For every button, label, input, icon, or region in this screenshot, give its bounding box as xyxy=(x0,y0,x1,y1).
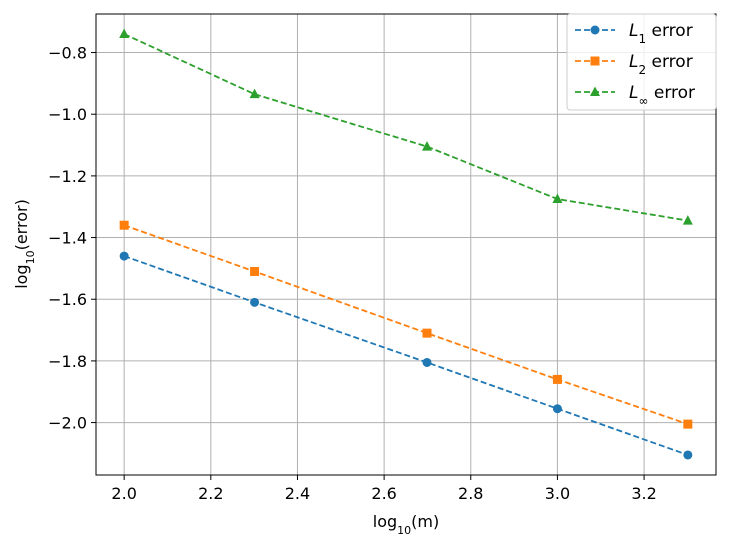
data-point xyxy=(683,419,693,429)
x-tick-label: 2.2 xyxy=(198,484,223,503)
series-1 xyxy=(119,251,693,460)
series-line xyxy=(123,33,688,222)
data-point xyxy=(552,404,562,414)
grid xyxy=(96,14,716,475)
data-point xyxy=(422,328,432,338)
x-axis-ticks: 2.0 2.2 2.4 2.6 2.8 3.0 3.2 xyxy=(111,475,657,503)
data-point xyxy=(249,88,260,99)
x-tick-label: 2.4 xyxy=(285,484,310,503)
data-point xyxy=(552,374,562,384)
y-tick-label: −1.6 xyxy=(48,290,87,309)
legend-label: L1 error xyxy=(629,21,693,46)
legend-marker xyxy=(590,25,600,35)
x-tick-label: 3.0 xyxy=(545,484,570,503)
y-tick-label: −1.0 xyxy=(48,105,87,124)
data-point xyxy=(119,220,129,230)
y-axis-ticks: −2.0 −1.8 −1.6 −1.4 −1.2 −1.0 −0.8 xyxy=(48,44,96,433)
legend-entry: L1 error xyxy=(575,21,693,46)
series-3 xyxy=(119,28,693,225)
legend-entry: L2 error xyxy=(575,52,693,77)
y-axis-label-subscript: 10 xyxy=(24,250,37,264)
y-tick-label: −2.0 xyxy=(48,414,87,433)
x-axis-label-subscript: 10 xyxy=(397,524,411,537)
legend-marker xyxy=(590,56,600,66)
legend: L1 error L2 error L∞ error xyxy=(566,13,717,111)
series-2 xyxy=(119,220,693,429)
plot-frame xyxy=(95,13,717,476)
data-point xyxy=(552,193,563,204)
y-axis-label: log10(error) xyxy=(12,199,37,289)
y-tick-label: −0.8 xyxy=(48,44,87,63)
series-layer xyxy=(119,28,693,460)
data-point xyxy=(682,215,693,225)
x-axis-label: log10(m) xyxy=(373,512,439,537)
legend-label: L2 error xyxy=(629,52,693,77)
data-point xyxy=(250,297,260,307)
legend-box xyxy=(566,13,717,111)
data-point xyxy=(422,141,433,151)
x-tick-label: 3.2 xyxy=(631,484,656,503)
x-tick-label: 2.0 xyxy=(111,484,136,503)
legend-marker xyxy=(590,86,600,96)
legend-entry: L∞ error xyxy=(575,83,695,108)
x-tick-label: 2.6 xyxy=(371,484,396,503)
data-point xyxy=(250,266,260,276)
y-tick-label: −1.4 xyxy=(48,229,87,248)
series-line xyxy=(123,224,689,425)
legend-label: L∞ error xyxy=(629,83,695,108)
data-point xyxy=(422,357,432,367)
x-tick-label: 2.8 xyxy=(458,484,483,503)
data-point xyxy=(683,450,693,460)
data-point xyxy=(119,251,129,261)
y-tick-label: −1.2 xyxy=(48,167,87,186)
data-point xyxy=(119,28,130,39)
y-tick-label: −1.8 xyxy=(48,352,87,371)
